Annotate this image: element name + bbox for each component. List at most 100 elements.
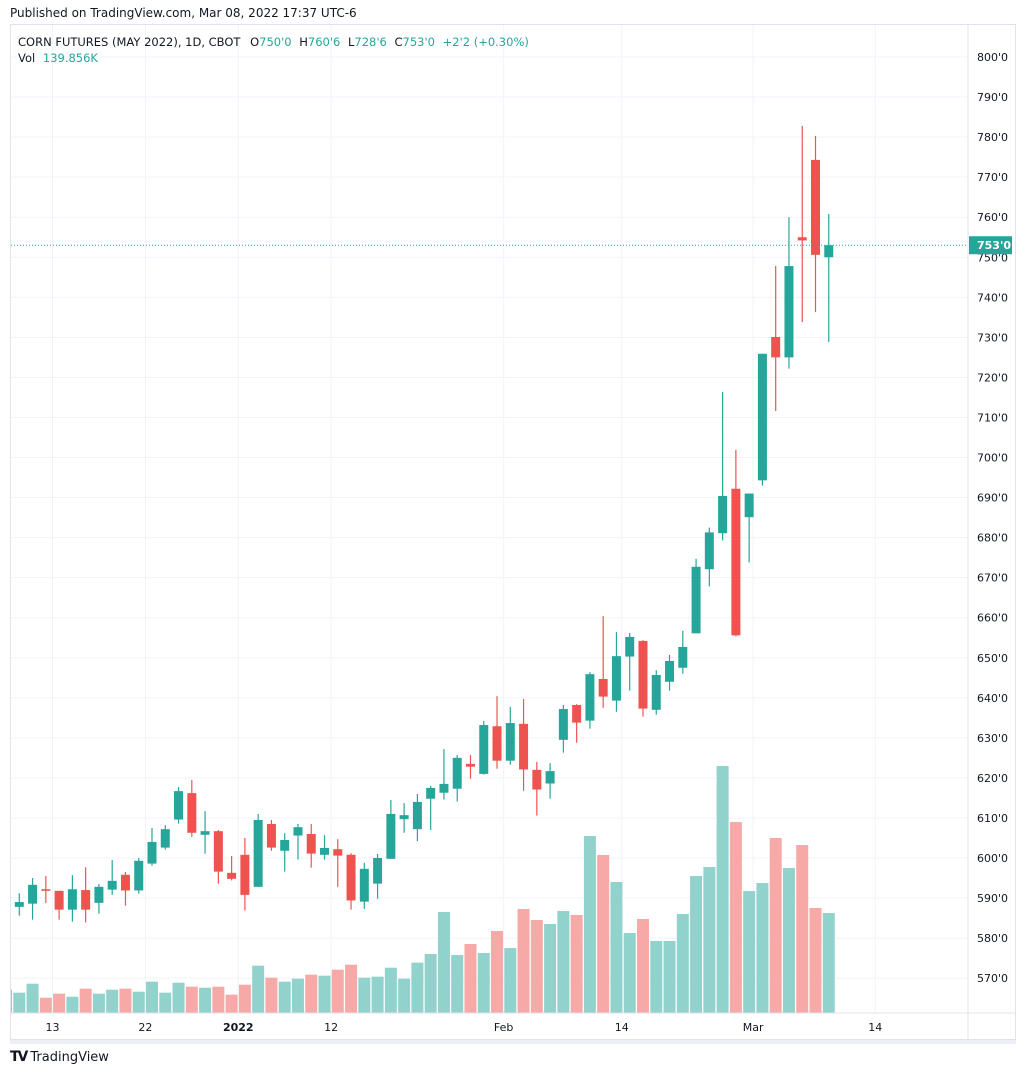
candle-body [399,815,409,820]
volume-bar [517,908,530,1013]
candle-body [333,849,343,856]
volume-bar [437,911,450,1013]
candle-body [665,660,675,682]
time-tick-label: 14 [615,1021,629,1034]
candle-body [731,488,741,636]
candle-body [280,839,290,851]
volume-bar [265,977,278,1013]
candle-body [320,847,330,855]
last-price-badge [969,236,1012,255]
candle-body [67,889,77,910]
candle-body [691,566,701,634]
volume-bar [106,989,119,1013]
price-tick-label: 710'0 [977,411,1008,424]
price-tick-label: 770'0 [977,171,1008,184]
volume-bar [225,994,238,1013]
candle-body [479,725,489,774]
volume-bar [132,991,145,1013]
candle-body [426,787,436,799]
price-tick-label: 760'0 [977,211,1008,224]
candle-body [28,884,38,904]
candle-body [757,353,767,481]
volume-bar [530,919,543,1013]
candle-body [558,709,568,740]
volume-bar [504,948,517,1013]
candle-body [14,902,24,907]
volume-bar [424,954,437,1013]
candle-body [797,237,807,241]
candle-body [651,674,661,710]
volume-bar [796,844,809,1013]
price-tick-label: 730'0 [977,331,1008,344]
high-label: H [299,35,308,49]
volume-bar [39,997,52,1013]
volume-bar [199,987,212,1013]
volume-bar [252,965,265,1013]
volume-bar [238,984,251,1013]
price-tick-label: 700'0 [977,452,1008,465]
candle-body [227,872,237,879]
candle-body [824,245,834,258]
volume-bar [79,988,92,1013]
volume-bar [318,975,331,1013]
volume-bar [26,983,39,1013]
open-label: O [250,35,260,49]
change-value: +2'2 (+0.30%) [442,35,529,49]
candle-body [532,769,542,790]
time-tick-label: 22 [138,1021,152,1034]
candle-body [771,336,781,358]
volume-label[interactable]: Vol [18,51,36,65]
tradingview-logo[interactable]: TV TradingView [10,1049,109,1065]
volume-bar [557,910,570,1013]
volume-bar [384,967,397,1013]
candle-body [359,868,369,902]
candle-body [94,886,104,903]
chart-legend: CORN FUTURES (MAY 2022), 1D, CBOT O750'0… [18,34,533,66]
price-tick-label: 660'0 [977,612,1008,625]
volume-bar [159,992,172,1013]
symbol-title[interactable]: CORN FUTURES (MAY 2022), 1D, CBOT [18,35,241,49]
volume-bar [809,907,822,1013]
price-tick-label: 690'0 [977,492,1008,505]
candle-body [293,827,303,836]
ohlc-row: CORN FUTURES (MAY 2022), 1D, CBOT O750'0… [18,34,533,50]
volume-bar [597,855,610,1013]
candle-body [465,763,475,767]
open-value: 750'0 [259,35,292,49]
candle-body [107,880,117,890]
volume-bar [570,914,583,1013]
volume-bar [610,882,623,1013]
volume-bar [477,953,490,1013]
time-tick-label: 2022 [223,1021,254,1034]
last-price-label: 753'0 [977,239,1011,252]
price-tick-label: 580'0 [977,932,1008,945]
time-tick-label: 13 [45,1021,59,1034]
candle-body [134,860,144,891]
candle-body [386,813,396,859]
candle-body [346,854,356,901]
volume-bar [743,891,756,1013]
candle-body [439,783,449,793]
volume-bar [623,933,636,1013]
price-tick-label: 630'0 [977,732,1008,745]
candle-body [187,793,197,833]
volume-bar [331,969,344,1013]
candle-body [306,833,316,854]
volume-value: 139.856K [42,51,98,65]
volume-bar [756,883,769,1013]
price-tick-label: 720'0 [977,371,1008,384]
volume-bar [398,978,411,1013]
volume-bar [782,868,795,1013]
price-tick-label: 650'0 [977,652,1008,665]
candle-body [611,656,621,701]
volume-bar [663,941,676,1013]
price-tick-label: 570'0 [977,972,1008,985]
candle-body [452,757,462,789]
volume-bar [451,955,464,1013]
candle-body [147,841,157,864]
volume-bar [676,913,689,1013]
price-tick-label: 750'0 [977,251,1008,264]
volume-bar [650,941,663,1013]
volume-bar [491,931,504,1013]
